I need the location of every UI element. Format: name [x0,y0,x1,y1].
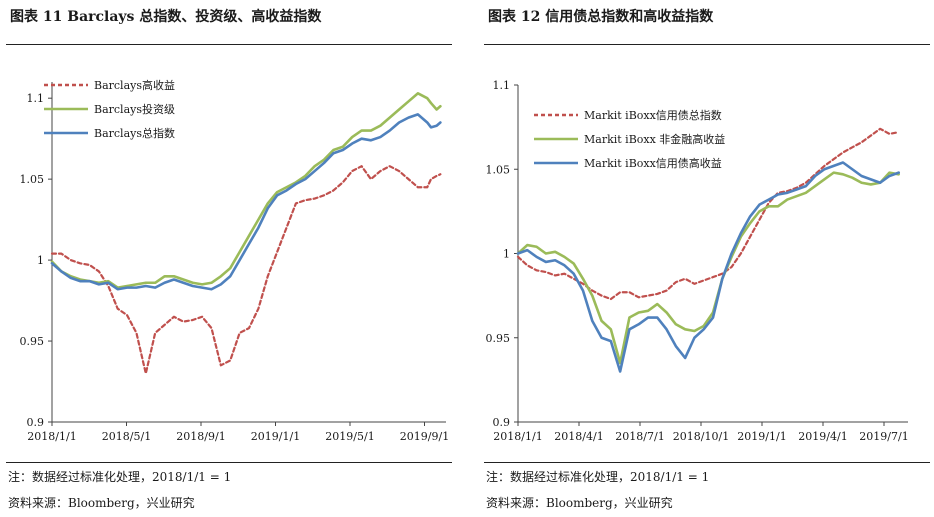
chart-source: 资料来源：Bloomberg，兴业研究 [8,496,195,510]
legend-label: Markit iBoxx 非金融高收益 [584,132,725,146]
series-line-2 [50,92,442,289]
x-tick-label: 2019/5/1 [325,430,374,443]
chart-panel-right: 图表 12 信用债总指数和高收益指数 0.9 0.95 1 1.05 1.1 2018/1… [478,0,934,517]
y-tick-label: 1.05 [20,173,45,186]
legend-label: Barclays高收益 [94,78,175,92]
chart-source: 资料来源：Bloomberg，兴业研究 [486,496,673,510]
y-tick-label: 1 [503,248,510,261]
x-tick-label: 2018/4/1 [554,430,603,443]
x-tick-label: 2018/10/1 [673,430,729,443]
legend-label: Barclays总指数 [94,126,175,140]
y-tick-label: 0.9 [493,416,511,429]
series-line-2 [516,171,901,365]
x-tick-label: 2018/1/1 [27,430,76,443]
x-tick-label: 2018/9/1 [176,430,225,443]
x-tick-label: 2019/7/1 [859,430,908,443]
y-tick-label: 1 [37,254,44,267]
series-line-3 [516,161,901,373]
note-divider [6,462,452,463]
x-tick-label: 2018/5/1 [102,430,151,443]
legend-label: Markit iBoxx信用债高收益 [584,156,722,170]
x-tick-label: 2019/1/1 [737,430,786,443]
x-tick-label: 2019/9/1 [400,430,449,443]
y-tick-label: 0.95 [486,332,511,345]
line-chart-iboxx: 0.9 0.95 1 1.05 1.1 2018/1/1 2018/4/1 2018/7/1 2… [486,79,909,443]
series-line-1 [516,127,900,301]
figure-title: 图表 12 信用债总指数和高收益指数 [488,9,714,25]
y-tick-label: 0.9 [27,416,45,429]
legend-label: Markit iBoxx信用债总指数 [584,108,722,122]
y-tick-label: 1.1 [493,79,511,92]
line-chart-barclays: 0.9 0.95 1 1.05 1.1 2018/1/1 2018/5/1 2018/9/1 2… [20,78,450,443]
chart-panel-left: 图表 11 Barclays 总指数、投资级、高收益指数 0.9 0.95 1 1.0… [0,0,458,517]
x-tick-label: 2019/1/1 [251,430,300,443]
y-tick-label: 0.95 [20,335,45,348]
note-divider [484,462,930,463]
chart-note: 注：数据经过标准化处理，2018/1/1 = 1 [486,470,710,484]
figure-title: 图表 11 Barclays 总指数、投资级、高收益指数 [10,9,322,25]
title-divider [6,44,452,45]
series-line-1 [50,165,442,375]
y-tick-label: 1.05 [486,163,511,176]
x-tick-label: 2018/7/1 [615,430,664,443]
y-tick-label: 1.1 [27,92,45,105]
x-tick-label: 2018/1/1 [493,430,542,443]
chart-note: 注：数据经过标准化处理，2018/1/1 = 1 [8,470,232,484]
series-line-3 [50,113,442,291]
x-tick-label: 2019/4/1 [798,430,847,443]
title-divider [484,44,930,45]
legend-label: Barclays投资级 [94,102,175,116]
